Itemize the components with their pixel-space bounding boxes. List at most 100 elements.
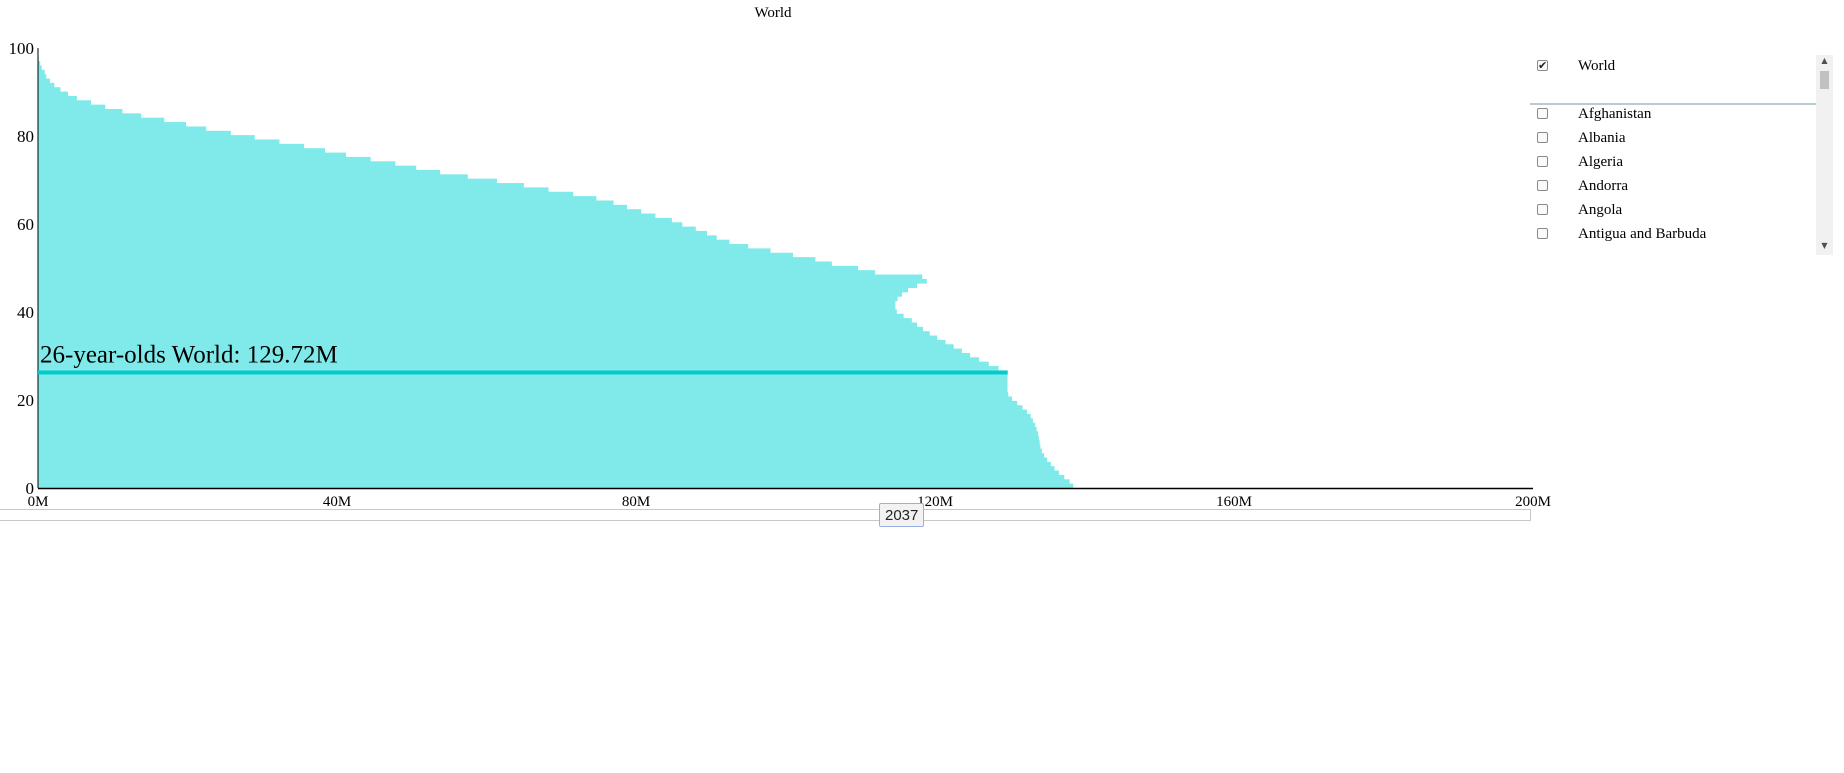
country-checkbox[interactable] xyxy=(1537,204,1548,215)
country-checkbox[interactable] xyxy=(1537,108,1548,119)
bar-age-64[interactable] xyxy=(38,204,628,210)
bar-age-78[interactable] xyxy=(38,143,305,149)
bar-age-7[interactable] xyxy=(38,453,1045,458)
bar-age-39[interactable] xyxy=(38,313,904,319)
bar-age-56[interactable] xyxy=(38,239,730,245)
bar-age-72[interactable] xyxy=(38,169,441,175)
bar-age-4[interactable] xyxy=(38,466,1055,471)
bar-age-92[interactable] xyxy=(38,82,55,88)
bar-age-96[interactable] xyxy=(38,65,42,71)
bar-age-79[interactable] xyxy=(38,139,280,145)
bar-age-94[interactable] xyxy=(38,74,47,79)
bar-age-62[interactable] xyxy=(38,213,656,219)
bar-age-2[interactable] xyxy=(38,474,1065,480)
country-checkbox[interactable] xyxy=(1537,228,1548,239)
bar-age-82[interactable] xyxy=(38,126,207,132)
bar-age-63[interactable] xyxy=(38,209,642,214)
bar-age-59[interactable] xyxy=(38,226,696,232)
bar-age-29[interactable] xyxy=(38,357,980,363)
bar-age-83[interactable] xyxy=(38,122,186,127)
bar-age-22[interactable] xyxy=(38,387,1008,393)
bar-age-15[interactable] xyxy=(38,418,1033,424)
bar-age-40[interactable] xyxy=(38,309,897,315)
bar-age-12[interactable] xyxy=(38,431,1039,437)
country-checkbox[interactable] xyxy=(1537,180,1548,191)
bar-age-16[interactable] xyxy=(38,413,1031,419)
bar-age-44[interactable] xyxy=(38,291,903,297)
bar-age-20[interactable] xyxy=(38,396,1012,402)
bar-age-71[interactable] xyxy=(38,174,468,180)
bar-age-75[interactable] xyxy=(38,156,371,162)
bar-age-74[interactable] xyxy=(38,161,396,167)
bar-age-89[interactable] xyxy=(38,95,77,101)
bar-age-1[interactable] xyxy=(38,479,1070,485)
bar-age-93[interactable] xyxy=(38,78,50,84)
bar-age-10[interactable] xyxy=(38,440,1040,445)
bar-age-36[interactable] xyxy=(38,326,924,332)
bar-age-51[interactable] xyxy=(38,261,832,267)
bar-age-34[interactable] xyxy=(38,335,938,341)
bar-age-76[interactable] xyxy=(38,152,346,158)
bar-age-50[interactable] xyxy=(38,265,859,271)
bar-age-80[interactable] xyxy=(38,135,255,140)
country-list-scrollbar[interactable] xyxy=(1816,55,1833,255)
bar-age-68[interactable] xyxy=(38,187,549,193)
bar-age-55[interactable] xyxy=(38,244,749,249)
bar-age-91[interactable] xyxy=(38,87,61,92)
bar-age-45[interactable] xyxy=(38,287,909,293)
country-checkbox[interactable] xyxy=(1537,55,1548,77)
bar-age-86[interactable] xyxy=(38,108,123,114)
scrollbar-thumb[interactable] xyxy=(1820,71,1829,89)
bar-age-31[interactable] xyxy=(38,348,962,354)
country-checkbox[interactable] xyxy=(1537,132,1548,143)
year-slider-handle[interactable]: 2037 xyxy=(879,503,925,527)
bar-age-3[interactable] xyxy=(38,470,1060,476)
bar-age-14[interactable] xyxy=(38,422,1036,428)
bar-age-32[interactable] xyxy=(38,344,954,349)
year-slider-track[interactable] xyxy=(0,509,1531,521)
bar-age-70[interactable] xyxy=(38,178,497,184)
bar-age-30[interactable] xyxy=(38,352,971,358)
bar-age-53[interactable] xyxy=(38,252,793,258)
bar-age-19[interactable] xyxy=(38,400,1018,406)
bar-age-90[interactable] xyxy=(38,91,68,97)
bar-age-66[interactable] xyxy=(38,196,597,201)
bar-age-61[interactable] xyxy=(38,217,672,223)
down-arrow-icon[interactable]: ▼ xyxy=(1821,241,1828,250)
bar-age-88[interactable] xyxy=(38,100,92,106)
bar-age-38[interactable] xyxy=(38,318,912,323)
bar-age-0[interactable] xyxy=(38,483,1074,489)
bar-age-27[interactable] xyxy=(38,366,999,371)
bar-age-28[interactable] xyxy=(38,361,989,367)
bar-age-65[interactable] xyxy=(38,200,614,206)
bar-age-41[interactable] xyxy=(38,305,896,310)
bar-age-37[interactable] xyxy=(38,322,918,328)
bar-age-25[interactable] xyxy=(38,374,1008,380)
bar-age-97[interactable] xyxy=(38,61,41,66)
bar-age-58[interactable] xyxy=(38,230,708,236)
bar-age-9[interactable] xyxy=(38,444,1041,450)
bar-age-11[interactable] xyxy=(38,435,1039,441)
bar-age-6[interactable] xyxy=(38,457,1048,463)
bar-age-33[interactable] xyxy=(38,339,946,345)
country-checkbox[interactable] xyxy=(1537,156,1548,167)
bar-age-57[interactable] xyxy=(38,235,717,241)
up-arrow-icon[interactable]: ▲ xyxy=(1821,56,1828,65)
bar-age-49[interactable] xyxy=(38,270,876,275)
bar-age-81[interactable] xyxy=(38,130,231,136)
bar-age-17[interactable] xyxy=(38,409,1027,415)
bar-age-52[interactable] xyxy=(38,257,816,262)
bar-age-84[interactable] xyxy=(38,117,165,123)
bar-age-46[interactable] xyxy=(38,283,918,289)
bar-age-13[interactable] xyxy=(38,427,1037,432)
bar-age-18[interactable] xyxy=(38,405,1023,410)
bar-age-60[interactable] xyxy=(38,222,683,228)
bar-age-24[interactable] xyxy=(38,379,1008,384)
bar-age-87[interactable] xyxy=(38,104,106,110)
bar-age-77[interactable] xyxy=(38,148,326,153)
bar-age-95[interactable] xyxy=(38,69,45,75)
bar-age-8[interactable] xyxy=(38,448,1042,454)
bar-age-69[interactable] xyxy=(38,183,524,188)
bar-age-5[interactable] xyxy=(38,461,1051,467)
bar-age-73[interactable] xyxy=(38,165,417,171)
